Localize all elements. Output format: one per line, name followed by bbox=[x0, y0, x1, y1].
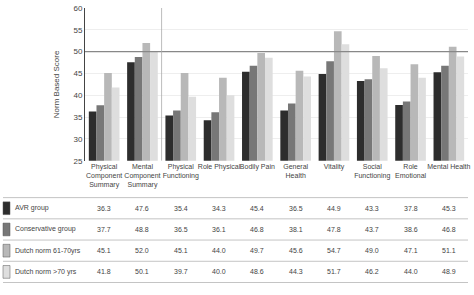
svg-text:30: 30 bbox=[73, 135, 82, 144]
svg-text:Mental Health: Mental Health bbox=[427, 163, 470, 170]
svg-text:43.7: 43.7 bbox=[365, 226, 379, 233]
svg-text:51.1: 51.1 bbox=[442, 247, 456, 254]
svg-text:49.7: 49.7 bbox=[250, 247, 264, 254]
svg-text:54.7: 54.7 bbox=[327, 247, 341, 254]
svg-text:SocialFunctioning: SocialFunctioning bbox=[354, 163, 390, 180]
svg-text:PhysicalComponentSummary: PhysicalComponentSummary bbox=[86, 163, 122, 189]
svg-text:36.5: 36.5 bbox=[174, 226, 188, 233]
svg-text:48.8: 48.8 bbox=[135, 226, 149, 233]
svg-text:MentalComponentSummary: MentalComponentSummary bbox=[124, 163, 160, 189]
svg-text:25: 25 bbox=[73, 157, 82, 166]
svg-text:GeneralHealth: GeneralHealth bbox=[283, 163, 308, 179]
svg-text:41.8: 41.8 bbox=[97, 268, 111, 275]
svg-text:46.8: 46.8 bbox=[442, 226, 456, 233]
svg-text:PhysicalFunctioning: PhysicalFunctioning bbox=[163, 163, 199, 180]
svg-text:44.0: 44.0 bbox=[404, 268, 418, 275]
svg-text:45.6: 45.6 bbox=[289, 247, 303, 254]
svg-text:Dutch norm >70 yrs: Dutch norm >70 yrs bbox=[15, 268, 77, 276]
svg-text:Role Physical: Role Physical bbox=[198, 163, 241, 171]
svg-text:44.9: 44.9 bbox=[327, 205, 341, 212]
svg-text:37.7: 37.7 bbox=[97, 226, 111, 233]
svg-text:48.6: 48.6 bbox=[250, 268, 264, 275]
svg-text:AVR group: AVR group bbox=[15, 204, 49, 212]
svg-text:39.7: 39.7 bbox=[174, 268, 188, 275]
svg-text:36.1: 36.1 bbox=[212, 226, 226, 233]
svg-text:Bodily Pain: Bodily Pain bbox=[240, 163, 275, 171]
svg-text:44.0: 44.0 bbox=[212, 247, 226, 254]
svg-text:Dutch norm 61-70yrs: Dutch norm 61-70yrs bbox=[15, 247, 81, 255]
svg-text:35.4: 35.4 bbox=[174, 205, 188, 212]
svg-text:50.1: 50.1 bbox=[135, 268, 149, 275]
svg-text:45.1: 45.1 bbox=[174, 247, 188, 254]
svg-text:40: 40 bbox=[73, 91, 82, 100]
svg-text:51.7: 51.7 bbox=[327, 268, 341, 275]
svg-text:38.1: 38.1 bbox=[289, 226, 303, 233]
svg-text:50: 50 bbox=[73, 47, 82, 56]
svg-text:45.3: 45.3 bbox=[442, 205, 456, 212]
svg-text:36.3: 36.3 bbox=[97, 205, 111, 212]
svg-text:47.1: 47.1 bbox=[404, 247, 418, 254]
svg-text:36.5: 36.5 bbox=[289, 205, 303, 212]
svg-text:45.1: 45.1 bbox=[97, 247, 111, 254]
svg-text:47.8: 47.8 bbox=[327, 226, 341, 233]
svg-text:48.9: 48.9 bbox=[442, 268, 456, 275]
svg-text:35: 35 bbox=[73, 113, 82, 122]
svg-text:44.3: 44.3 bbox=[289, 268, 303, 275]
svg-text:Norm Based Score: Norm Based Score bbox=[52, 50, 61, 118]
svg-text:RoleEmotional: RoleEmotional bbox=[395, 163, 427, 179]
svg-text:34.3: 34.3 bbox=[212, 205, 226, 212]
svg-text:46.8: 46.8 bbox=[250, 226, 264, 233]
svg-text:49.0: 49.0 bbox=[365, 247, 379, 254]
svg-text:45: 45 bbox=[73, 69, 82, 78]
svg-text:43.3: 43.3 bbox=[365, 205, 379, 212]
svg-text:46.2: 46.2 bbox=[365, 268, 379, 275]
svg-text:Conservative group: Conservative group bbox=[15, 225, 76, 233]
svg-text:47.6: 47.6 bbox=[135, 205, 149, 212]
svg-text:52.0: 52.0 bbox=[135, 247, 149, 254]
svg-text:Vitality: Vitality bbox=[324, 163, 345, 171]
svg-text:38.6: 38.6 bbox=[404, 226, 418, 233]
svg-text:37.8: 37.8 bbox=[404, 205, 418, 212]
svg-text:60: 60 bbox=[73, 4, 82, 13]
svg-text:55: 55 bbox=[73, 26, 82, 35]
svg-text:45.4: 45.4 bbox=[250, 205, 264, 212]
svg-text:40.0: 40.0 bbox=[212, 268, 226, 275]
